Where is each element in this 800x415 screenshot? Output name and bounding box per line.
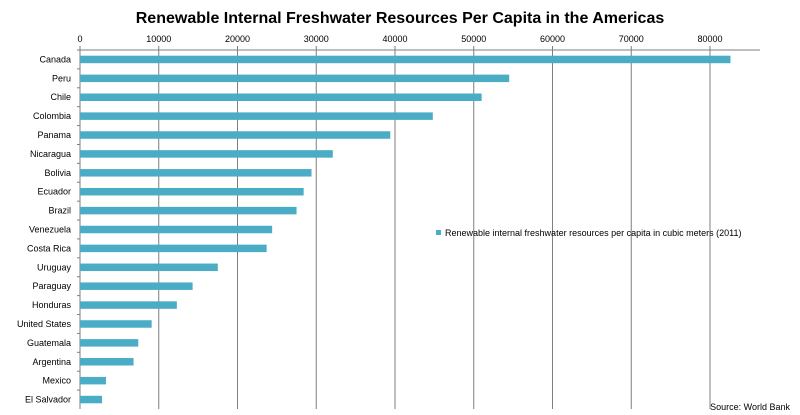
category-label: El Salvador [25,395,71,405]
category-label: Brazil [48,206,71,216]
bar [80,358,134,366]
category-label: United States [17,319,72,329]
bar [80,244,267,253]
category-label: Mexico [42,376,71,386]
bar [80,263,218,272]
source-note: Source: World Bank [710,402,790,412]
bar [80,206,297,215]
category-label: Colombia [33,111,71,121]
bars [80,55,731,404]
bar [80,74,510,83]
bar [80,55,731,64]
bar [80,131,391,139]
x-tick-label: 10000 [146,34,171,44]
category-label: Argentina [32,357,71,367]
category-label: Canada [39,54,71,64]
category-label: Panama [37,130,71,140]
category-label: Peru [52,73,71,83]
x-axis-ticks: 0 10000 20000 30000 40000 50000 60000 70000 8000… [77,34,723,50]
category-label: Ecuador [37,187,71,197]
bar [80,169,312,177]
bar [80,320,152,328]
category-label: Uruguay [37,262,72,272]
bar [80,301,177,309]
legend-swatch [436,230,441,235]
x-tick-label: 80000 [697,34,722,44]
category-label: Chile [50,92,71,102]
chart-title: Renewable Internal Freshwater Resources … [136,10,665,27]
bar [80,93,482,101]
grid-lines [158,50,711,409]
legend-label: Renewable internal freshwater resources … [445,228,741,238]
x-tick-label: 0 [77,34,82,44]
category-label: Paraguay [32,281,71,291]
x-tick-label: 70000 [619,34,644,44]
x-tick-label: 20000 [225,34,250,44]
bar [80,150,333,158]
bar [80,225,273,234]
category-labels: Canada Peru Chile Colombia Panama Nicaragua Bo… [17,49,80,405]
x-tick-label: 30000 [304,34,329,44]
bar [80,339,139,347]
category-label: Nicaragua [30,149,71,159]
category-label: Costa Rica [27,243,71,253]
bar [80,376,106,385]
x-tick-label: 50000 [461,34,486,44]
category-label: Venezuela [29,225,71,235]
bar [80,187,304,196]
bar [80,112,433,120]
category-label: Guatemala [27,338,71,348]
category-label: Honduras [32,300,72,310]
x-tick-label: 40000 [382,34,407,44]
bar [80,282,193,290]
x-tick-label: 60000 [540,34,565,44]
legend: Renewable internal freshwater resources … [436,228,741,238]
category-label: Bolivia [44,168,71,178]
bar [80,395,103,404]
